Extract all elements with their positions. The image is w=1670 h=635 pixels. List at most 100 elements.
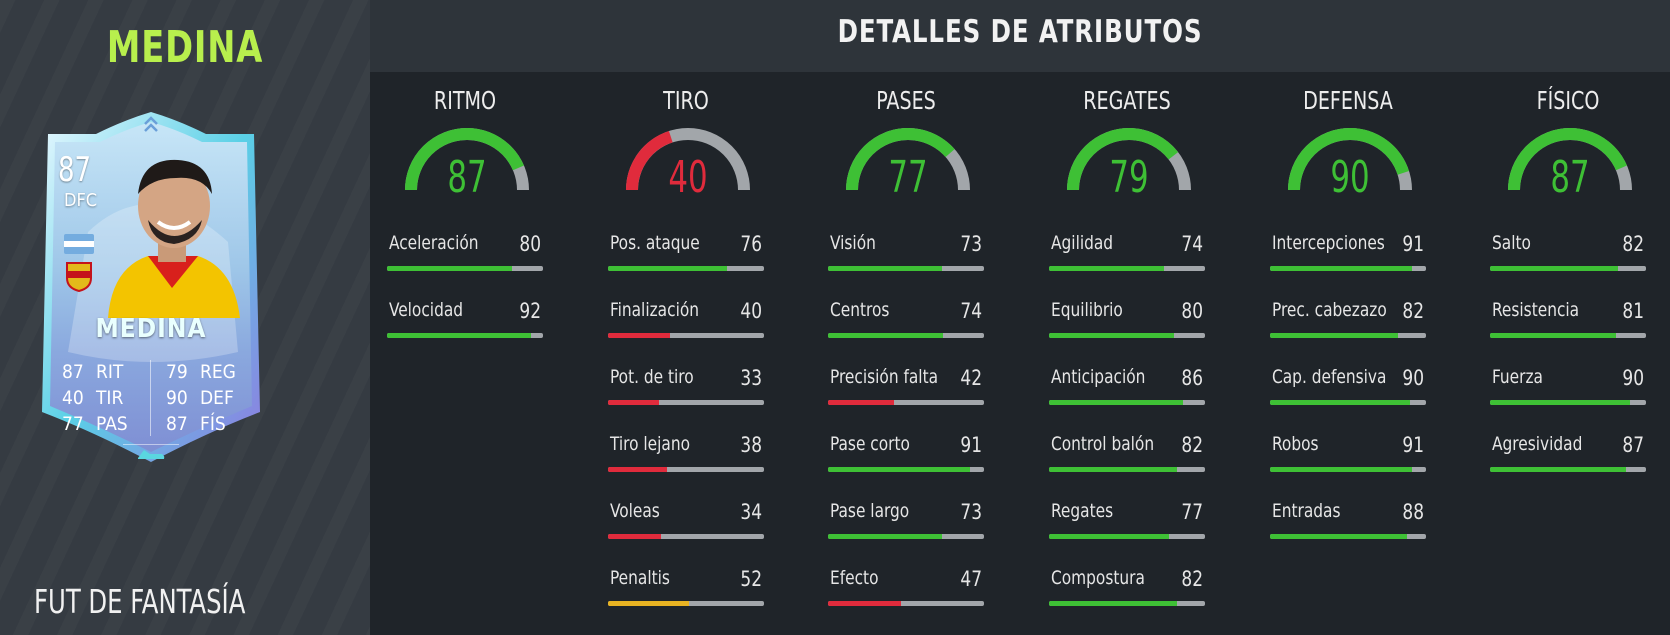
attribute-value: 74 [960,299,982,323]
gauge-value: 77 [888,152,928,203]
attribute-bar [608,266,764,271]
player-photo [108,159,240,318]
attribute-row: Velocidad 92 [387,299,543,343]
gauge [1508,128,1632,191]
attribute-row: Tiro lejano 38 [608,433,764,477]
attribute-bar [828,333,984,338]
attribute-value: 33 [740,366,762,390]
attribute-value: 74 [1181,232,1203,256]
attribute-row: Aceleración 80 [387,232,543,276]
attribute-value: 73 [960,232,982,256]
attribute-bar-fill [1049,400,1184,405]
attribute-name: Agresividad [1492,433,1583,455]
attribute-name: Pos. ataque [610,232,700,254]
gauge [405,128,529,191]
attribute-name: Resistencia [1492,299,1580,321]
attribute-value: 73 [960,500,982,524]
attribute-row: Pase largo 73 [828,500,984,544]
card-bottom-divider [123,444,179,445]
attribute-bar [1049,266,1205,271]
attribute-bar-fill [608,333,671,338]
attribute-bar-fill [828,534,942,539]
attribute-value: 52 [740,567,762,591]
gauge-value: 40 [668,152,708,203]
attribute-row: Centros 74 [828,299,984,343]
attribute-name: Pot. de tiro [610,366,694,388]
attribute-name: Visión [830,232,876,254]
attribute-bar [608,601,764,606]
attribute-bar [1490,333,1646,338]
gauge-value: 87 [1550,152,1590,203]
attribute-name: Entradas [1272,500,1341,522]
attribute-row: Pos. ataque 76 [608,232,764,276]
attribute-name: Robos [1272,433,1319,455]
gauge [1067,128,1191,191]
attribute-value: 40 [740,299,762,323]
attribute-row: Finalización 40 [608,299,764,343]
attribute-row: Voleas 34 [608,500,764,544]
attribute-bar [828,266,984,271]
attribute-row: Equilibrio 80 [1049,299,1205,343]
attribute-value: 87 [1622,433,1644,457]
attribute-row: Robos 91 [1270,433,1426,477]
attribute-value: 42 [960,366,982,390]
attribute-row: Entradas 88 [1270,500,1426,544]
attribute-name: Pase largo [830,500,910,522]
attribute-bar [1490,266,1646,271]
attribute-row: Precisión falta 42 [828,366,984,410]
attribute-bar [608,333,764,338]
card-stat: 87 RIT [62,361,124,383]
attribute-name: Intercepciones [1272,232,1385,254]
attribute-bar-fill [387,266,512,271]
attribute-name: Prec. cabezazo [1272,299,1387,321]
attribute-bar-fill [1049,534,1170,539]
card-stat: 87 FÍS [166,413,226,435]
attribute-value: 34 [740,500,762,524]
attribute-bar [1049,534,1205,539]
attribute-row: Regates 77 [1049,500,1205,544]
card-stat: 79 REG [166,361,236,383]
card-position: DFC [64,190,98,211]
attribute-value: 88 [1402,500,1424,524]
attribute-bar-fill [1270,534,1408,539]
attribute-name: Compostura [1051,567,1145,589]
attribute-value: 90 [1402,366,1424,390]
boot-icon [138,450,165,459]
attribute-bar-fill [1049,467,1177,472]
attribute-row: Anticipación 86 [1049,366,1205,410]
player-card: 87 DFC MEDINA 87 RIT 40 TIR 77 PAS 79 REG 90… [28,112,274,474]
gauge [846,128,970,191]
gauge-value: 87 [447,152,487,203]
attribute-row: Prec. cabezazo 82 [1270,299,1426,343]
attribute-bar [828,534,984,539]
attribute-value: 92 [519,299,541,323]
attributes-area: RITMO 87 Aceleración 80 Velocidad 92 TIRO 40 Pos… [370,72,1670,635]
attribute-value: 76 [740,232,762,256]
attribute-name: Equilibrio [1051,299,1123,321]
attribute-name: Velocidad [389,299,464,321]
attribute-bar [1049,400,1205,405]
attribute-bar-fill [828,333,944,338]
attribute-value: 86 [1181,366,1203,390]
attribute-row: Agresividad 87 [1490,433,1646,477]
attribute-bar-fill [608,467,668,472]
gauge [1288,128,1412,191]
attribute-bar [1490,467,1646,472]
group-title: FÍSICO [1536,86,1600,115]
attribute-row: Pot. de tiro 33 [608,366,764,410]
attribute-bar [1490,400,1646,405]
attribute-name: Cap. defensiva [1272,366,1387,388]
argentina-flag-icon [64,234,94,254]
attribute-bar-fill [1049,333,1174,338]
card-stats-left: 87 RIT 40 TIR 77 PAS [62,359,152,437]
attribute-name: Efecto [830,567,879,589]
attribute-bar [1270,534,1426,539]
gauge-fill [846,128,970,191]
gauge-fill [1508,128,1632,191]
attribute-row: Resistencia 81 [1490,299,1646,343]
attribute-bar-fill [1049,266,1165,271]
attribute-value: 91 [1402,433,1424,457]
attribute-bar [828,601,984,606]
group-title: TIRO [663,86,709,115]
attribute-value: 82 [1622,232,1644,256]
